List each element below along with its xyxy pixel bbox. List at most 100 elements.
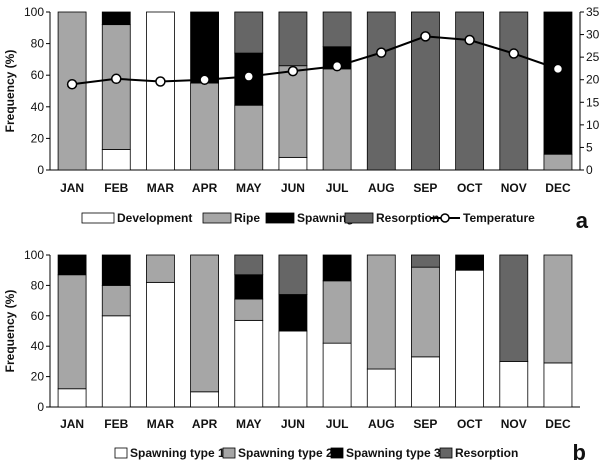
y-tick-label: 60 [31,309,45,323]
bar-segment [366,11,396,171]
x-tick-label: AUG [368,417,395,431]
temperature-point [155,76,166,87]
x-tick-label: JAN [60,181,84,195]
bar-segment [234,298,264,321]
x-tick-label: SEP [413,417,437,431]
bar-segment [278,294,308,332]
y-tick-label: 0 [37,163,44,177]
bar-segment [234,11,264,54]
legend-swatch [114,447,128,459]
y2-tick-label: 30 [586,28,600,42]
y-tick-label: 40 [31,339,45,353]
bar-segment [234,104,264,171]
y2-tick-label: 15 [586,95,600,109]
bar-segment [543,11,573,155]
y-axis-label: Frequency (%) [3,290,17,373]
y2-tick-label: 25 [586,50,600,64]
panel-label: a [576,208,589,233]
y-tick-label: 100 [24,248,44,262]
legend: Spawning type 1 Spawning type 2 Spawning t… [114,446,518,460]
y-tick-label: 20 [31,370,45,384]
x-tick-label: FEB [104,417,128,431]
bar-segment [278,156,308,171]
bar-segment [101,254,131,286]
x-tick-label: DEC [545,417,571,431]
bar-segment [57,254,87,276]
bar-segment [57,11,87,171]
chart-panel-b: 0 20 40 60 80 100 Frequency (%) JAN FEB MAR APR MAY… [3,248,586,464]
bar-segment [101,315,131,408]
bar-segment [411,254,440,268]
bar-segment [322,68,352,171]
legend: Development Ripe Spawning Resorption Tempera… [81,211,535,225]
x-tick-label: MAR [147,181,175,195]
bar-segment [322,11,352,48]
y-tick-label: 60 [31,68,45,82]
bar-segment [234,274,264,300]
y-tick-label: 0 [37,400,44,414]
bar-segment [322,254,352,282]
legend-swatch [439,447,453,459]
bar-segment [57,388,87,408]
temperature-point [243,71,255,82]
x-tick-label: DEC [545,181,571,195]
bar-segment [190,254,219,393]
bar-segment [499,360,529,408]
legend-label: Spawning type 1 [130,446,225,460]
bar-segment [101,284,131,317]
legend-label: Resorption [455,446,518,460]
bar-segment [411,356,440,408]
bar-segment [322,342,352,408]
bar-segment [146,254,175,283]
temperature-point [552,63,564,75]
y2-tick-label: 20 [586,73,600,87]
x-tick-label: SEP [413,181,437,195]
bar-segment [278,330,308,408]
bar-segment [455,269,485,408]
temperature-point [464,34,475,46]
temperature-point [376,47,387,58]
bar-segment [101,149,131,171]
bar-segment [190,82,219,171]
temperature-point [287,65,299,77]
x-tick-label: APR [192,417,218,431]
legend-swatch [81,212,115,224]
bar-segment [278,254,308,295]
y2-tick-label: 5 [586,140,593,154]
legend-label: Temperature [463,211,535,225]
y2-tick-label: 35 [586,5,600,19]
bar-segment [322,280,352,344]
y-axis-label: Frequency (%) [3,50,17,133]
temperature-point [420,31,431,42]
y2-tick-label: 0 [586,163,593,177]
bar-segment [366,368,396,408]
x-tick-label: JUL [326,417,349,431]
x-tick-label: NOV [501,181,527,195]
bar-segment [543,362,573,408]
legend-label: Development [117,211,192,225]
y-tick-label: 80 [31,278,45,292]
legend-label: Spawning type 2 [238,446,333,460]
legend-label: Resorption [376,211,439,225]
legend-label: Spawning [297,211,354,225]
bar-segment [190,11,219,84]
x-tick-label: OCT [457,181,483,195]
bar-segment [234,254,264,276]
bar-segment [543,254,573,364]
bar-segment [146,11,175,171]
legend-label: Ripe [234,211,260,225]
temperature-point [199,74,210,85]
x-tick-label: MAR [147,417,175,431]
x-tick-label: JUL [326,181,349,195]
x-tick-label: MAY [236,417,262,431]
bar-segment [366,254,396,370]
x-tick-label: JUN [281,417,305,431]
legend-swatch [222,447,236,459]
y-tick-label: 100 [24,5,44,19]
bar-segment [411,266,440,358]
y-tick-label: 40 [31,100,45,114]
bar-segment [101,24,131,150]
bar-segment [234,319,264,408]
